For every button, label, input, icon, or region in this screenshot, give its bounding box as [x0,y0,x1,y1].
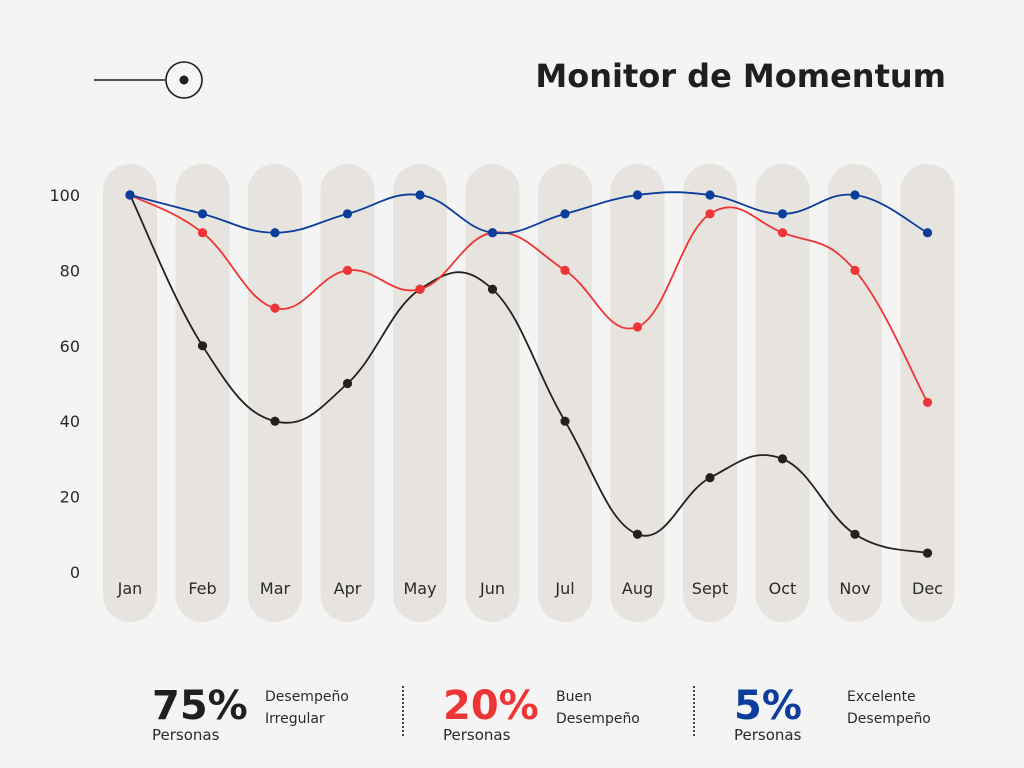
x-tick-label: Oct [769,579,797,598]
month-band-mar [248,164,302,622]
month-band-apr [320,164,375,622]
data-point-0-nov [850,190,860,200]
data-point-0-oct [777,209,788,219]
x-tick-label: Mar [260,579,291,598]
stat-description: Excelente Desempeño [847,686,997,730]
data-point-2-jun [487,284,498,294]
x-tick-label: Jan [117,579,143,598]
y-tick-label: 20 [60,488,80,507]
stat-description-line-2: Desempeño [556,711,640,727]
stat-description-line-2: Irregular [265,711,325,727]
data-point-1-sept [705,209,715,219]
dotted-divider [402,686,404,736]
data-point-0-jun [487,228,498,238]
month-band-sept [683,164,737,622]
stat-description: Desempeño Irregular [265,686,415,730]
series-points [125,190,933,558]
y-tick-label: 60 [60,337,80,356]
data-point-0-may [415,190,425,200]
data-point-0-dec [922,228,933,238]
data-point-2-dec [922,548,933,558]
data-point-1-may [415,284,425,294]
stat-percentage: 20% [443,683,539,729]
x-tick-label: Jun [479,579,505,598]
stat-description-line-1: Buen [556,689,592,705]
data-point-1-aug [632,322,643,332]
x-axis: Jan Feb Mar Apr May Jun Jul Aug Sept Oct Nov Dec [117,579,943,598]
month-band-oct [755,164,810,622]
page-title: Monitor de Momentum [535,57,946,95]
y-tick-label: 0 [70,563,80,582]
target-line-icon [94,61,203,99]
data-point-1-feb [197,228,208,238]
stat-description: Buen Desempeño [556,686,706,730]
dotted-divider [693,686,695,736]
momentum-line-chart: 0 20 40 60 80 100 Jan Feb Mar Apr May Jun Jul Aug Sep… [49,164,955,622]
data-point-1-mar [270,303,280,313]
data-point-2-jul [560,416,570,426]
data-point-0-sept [705,190,715,200]
stat-good: 20% Personas Buen Desempeño [443,682,703,752]
x-tick-label: Feb [188,579,216,598]
stat-description-line-1: Desempeño [265,689,349,705]
month-band-jul [538,164,592,622]
x-tick-label: Aug [622,579,653,598]
month-bands [103,164,955,622]
x-tick-label: Dec [912,579,943,598]
data-point-0-jan [125,190,135,200]
month-band-dec [900,164,955,622]
data-point-0-aug [632,190,643,200]
stat-description-line-2: Desempeño [847,711,931,727]
data-point-0-mar [270,228,280,238]
data-point-2-mar [270,416,280,426]
x-tick-label: Nov [839,579,870,598]
stat-percentage: 5% [734,683,802,729]
stat-unit: Personas [152,726,220,744]
x-tick-label: Apr [334,579,362,598]
data-point-1-oct [777,228,788,238]
y-tick-label: 80 [60,261,80,280]
stat-percentage: 75% [152,683,248,729]
month-band-nov [828,164,882,622]
data-point-1-apr [342,265,353,275]
data-point-1-dec [922,397,933,407]
y-tick-label: 100 [49,186,80,205]
data-point-2-feb [197,341,208,351]
data-point-1-jul [560,265,570,275]
stat-excellent: 5% Personas Excelente Desempeño [734,682,994,752]
month-band-jan [103,164,157,622]
data-point-2-nov [850,529,860,539]
data-point-0-feb [197,209,208,219]
month-band-may [393,164,447,622]
data-point-1-nov [850,265,860,275]
x-tick-label: Jul [554,579,574,598]
data-point-2-oct [777,454,788,464]
month-band-aug [610,164,665,622]
y-axis: 0 20 40 60 80 100 [49,186,80,582]
y-tick-label: 40 [60,412,80,431]
data-point-0-jul [560,209,570,219]
stat-unit: Personas [443,726,511,744]
data-point-2-aug [632,529,643,539]
data-point-2-apr [342,378,353,389]
stat-description-line-1: Excelente [847,689,916,705]
stat-unit: Personas [734,726,802,744]
x-tick-label: May [403,579,436,598]
month-band-feb [175,164,230,622]
x-tick-label: Sept [692,579,728,598]
data-point-2-sept [705,473,715,483]
data-point-0-apr [342,209,353,219]
stat-irregular: 75% Personas Desempeño Irregular [152,682,412,752]
